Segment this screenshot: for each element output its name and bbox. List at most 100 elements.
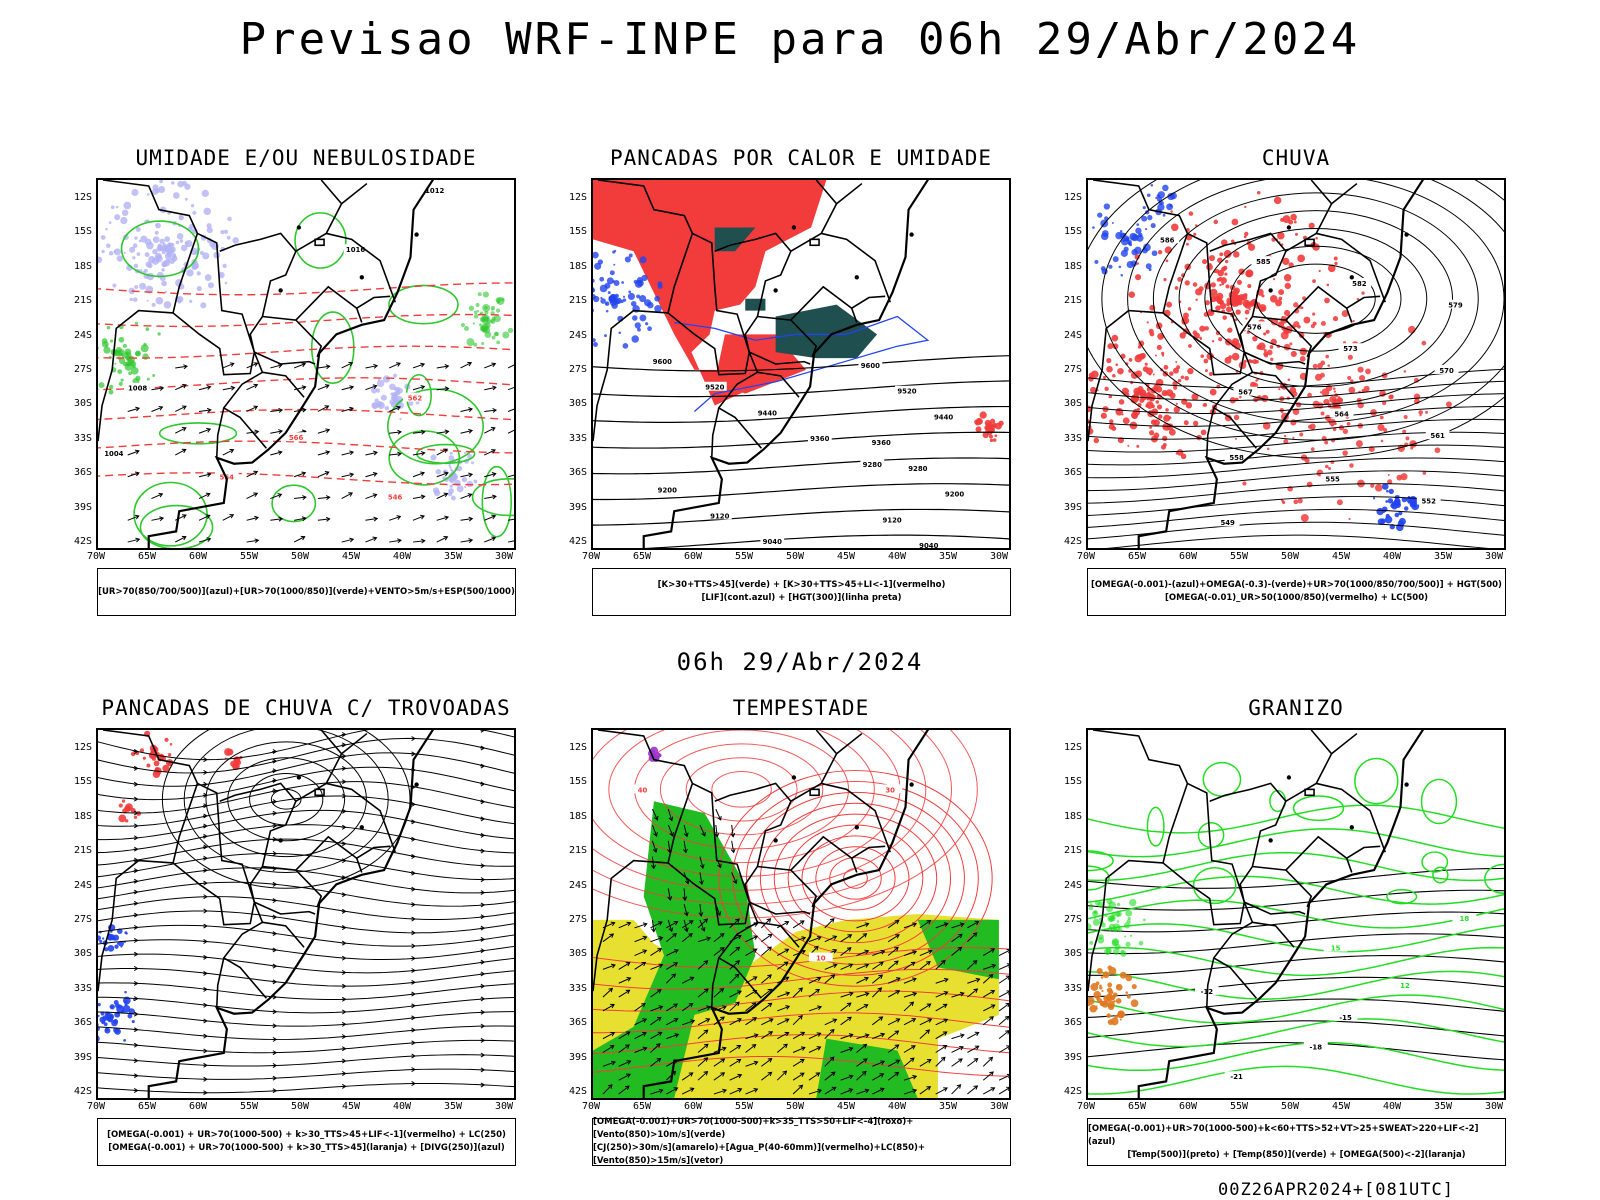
caption-line: [K>30+TTS>45](verde) + [K>30+TTS>45+LI<-… <box>657 580 946 590</box>
svg-text:558: 558 <box>1229 454 1244 462</box>
lon-tick-label: 40W <box>1382 1101 1402 1112</box>
lat-tick-label: 39S <box>1063 1051 1082 1063</box>
svg-text:9360: 9360 <box>810 435 829 443</box>
caption-line: [OMEGA(-0.001)+UR>70(1000-500)+k>35_TTS>… <box>593 1117 914 1140</box>
map-granizo: -12 -15 -18 -21 12 15 18 <box>1086 728 1506 1100</box>
lat-tick-label: 42S <box>73 536 92 547</box>
lat-tick-label: 42S <box>568 1086 587 1097</box>
lon-tick-label: 70W <box>1076 551 1096 562</box>
lon-tick-label: 50W <box>1280 1101 1300 1112</box>
lon-tick-label: 35W <box>443 1101 463 1112</box>
lat-tick-label: 18S <box>568 260 587 272</box>
lat-tick-label: 15S <box>568 776 587 788</box>
svg-text:12: 12 <box>1400 982 1410 990</box>
lon-tick-label: 65W <box>632 551 652 562</box>
panel-title-chuva: CHUVA <box>1261 146 1331 170</box>
main-title: Previsao WRF-INPE para 06h 29/Abr/2024 <box>239 14 1361 65</box>
svg-text:-15: -15 <box>1339 1014 1352 1022</box>
svg-text:9440: 9440 <box>758 409 777 417</box>
svg-text:9280: 9280 <box>908 465 927 473</box>
lon-tick-label: 70W <box>581 1101 601 1112</box>
lat-tick-label: 18S <box>1063 260 1082 272</box>
lon-tick-label: 55W <box>239 551 259 562</box>
svg-text:582: 582 <box>1352 280 1367 288</box>
lon-tick-label: 65W <box>137 1101 157 1112</box>
lat-tick-label: 30S <box>1063 398 1082 410</box>
svg-text:573: 573 <box>1343 345 1358 353</box>
lon-tick-label: 70W <box>1076 1101 1096 1112</box>
lat-tick-label: 15S <box>73 776 92 788</box>
lon-tick-label: 30W <box>494 551 514 562</box>
lat-tick-label: 15S <box>568 226 587 238</box>
lon-tick-label: 70W <box>581 551 601 562</box>
lat-tick-label: 36S <box>1063 467 1082 479</box>
lon-tick-label: 35W <box>1433 551 1453 562</box>
lon-tick-label: 55W <box>1229 551 1249 562</box>
svg-text:9600: 9600 <box>861 362 880 370</box>
caption-line: [UR>70(850/700/500)](azul)+[UR>70(1000/8… <box>98 586 515 597</box>
lat-tick-label: 33S <box>73 432 92 444</box>
svg-text:576: 576 <box>1247 323 1262 331</box>
lat-tick-label: 21S <box>73 845 92 857</box>
svg-text:18: 18 <box>1460 915 1470 923</box>
svg-text:546: 546 <box>388 494 403 502</box>
svg-text:1008: 1008 <box>128 385 147 393</box>
lon-tick-label: 60W <box>1178 1101 1198 1112</box>
lon-tick-label: 65W <box>1127 551 1147 562</box>
svg-text:9120: 9120 <box>883 516 902 524</box>
svg-text:9520: 9520 <box>897 388 916 396</box>
lon-tick-label: 40W <box>392 551 412 562</box>
lon-tick-label: 55W <box>1229 1101 1249 1112</box>
mid-title: 06h 29/Abr/2024 <box>676 648 924 676</box>
svg-text:1012: 1012 <box>425 187 444 195</box>
svg-text:10: 10 <box>816 954 826 962</box>
panel-title-pancadas-calor: PANCADAS POR CALOR E UMIDADE <box>609 146 992 170</box>
lon-tick-label: 50W <box>290 551 310 562</box>
lat-tick-label: 30S <box>568 948 587 960</box>
lon-tick-label: 45W <box>836 551 856 562</box>
caption-granizo: [OMEGA(-0.001)+UR>70(1000-500)+k<60+TTS>… <box>1087 1118 1506 1166</box>
svg-text:585: 585 <box>1256 258 1271 266</box>
lon-tick-label: 45W <box>1331 551 1351 562</box>
lat-tick-label: 18S <box>73 260 92 272</box>
lon-tick-label: 60W <box>1178 551 1198 562</box>
lat-tick-label: 12S <box>1063 742 1082 753</box>
map-tempestade: 40 30 10 <box>591 728 1011 1100</box>
lat-tick-label: 21S <box>1063 845 1082 857</box>
lat-tick-label: 27S <box>568 914 587 925</box>
lon-tick-label: 70W <box>86 551 106 562</box>
caption-line: [Temp(500)](preto) + [Temp(850)](verde) … <box>1127 1149 1466 1160</box>
lat-tick-label: 30S <box>1063 948 1082 960</box>
lat-tick-label: 15S <box>1063 226 1082 238</box>
lon-tick-label: 60W <box>188 551 208 562</box>
map-pancadas-calor: 9600 9600 9520 9520 9440 9440 9360 9360 9280 9280… <box>591 178 1011 550</box>
svg-text:561: 561 <box>1430 432 1445 440</box>
caption-trovoadas: [OMEGA(-0.001) + UR>70(1000-500) + k>30_… <box>97 1118 516 1166</box>
svg-text:549: 549 <box>1220 519 1235 527</box>
lat-tick-label: 18S <box>568 810 587 822</box>
lon-tick-label: 35W <box>938 1101 958 1112</box>
svg-text:-21: -21 <box>1230 1073 1243 1081</box>
lon-tick-label: 50W <box>785 1101 805 1112</box>
lon-tick-label: 70W <box>86 1101 106 1112</box>
lat-tick-label: 21S <box>73 295 92 307</box>
svg-text:579: 579 <box>1448 302 1463 310</box>
lon-tick-label: 40W <box>887 1101 907 1112</box>
svg-text:9280: 9280 <box>863 461 882 469</box>
lat-tick-label: 30S <box>73 948 92 960</box>
lat-tick-label: 24S <box>73 329 92 341</box>
lon-tick-label: 65W <box>137 551 157 562</box>
caption-line: [OMEGA(-0.001) + UR>70(1000-500) + k>30_… <box>108 1143 505 1153</box>
caption-line: [OMEGA(-0.01)_UR>50(1000/850)(vermelho) … <box>1164 593 1429 603</box>
svg-text:9120: 9120 <box>710 512 729 520</box>
lat-tick-label: 18S <box>1063 810 1082 822</box>
lat-tick-label: 15S <box>73 226 92 238</box>
svg-text:9040: 9040 <box>919 542 938 548</box>
lat-tick-label: 39S <box>73 1051 92 1063</box>
panel-title-granizo: GRANIZO <box>1248 696 1344 720</box>
svg-text:1004: 1004 <box>104 450 123 458</box>
lat-tick-label: 21S <box>568 295 587 307</box>
svg-text:566: 566 <box>289 434 304 442</box>
lon-tick-label: 60W <box>683 551 703 562</box>
lat-tick-label: 18S <box>73 810 92 822</box>
